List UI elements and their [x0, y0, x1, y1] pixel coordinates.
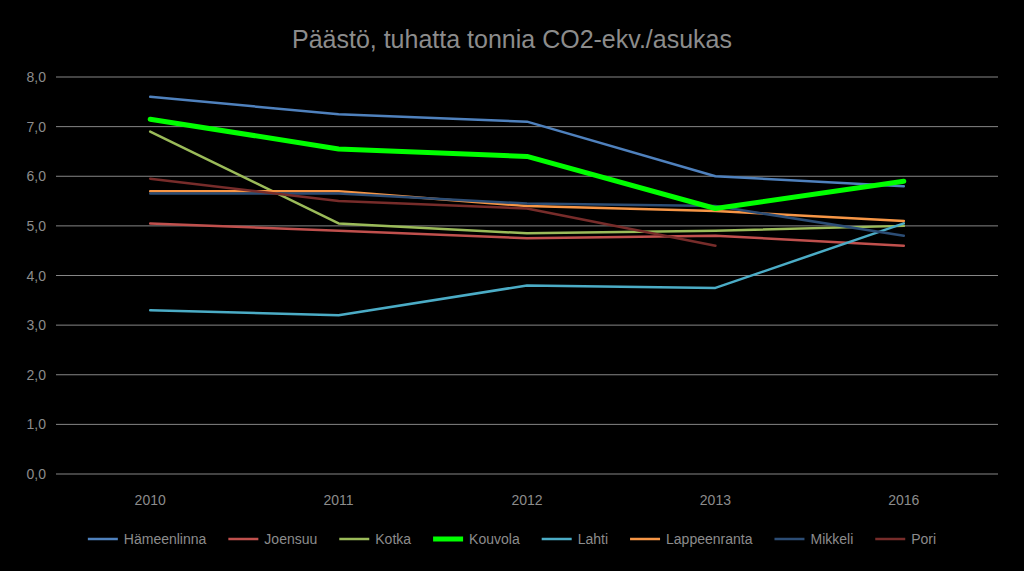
legend: Hämeenlinna Joensuu Kotka Kouvola Lahti Lappe… — [88, 531, 936, 547]
series-line — [150, 223, 904, 315]
legend-swatch — [433, 537, 463, 542]
title: Päästö, tuhatta tonnia CO2-ekv./asukas — [292, 25, 732, 53]
legend-swatch — [875, 538, 905, 541]
legend-label: Kotka — [375, 531, 411, 547]
grid-line — [56, 374, 998, 375]
x-tick-label: 2011 — [324, 492, 354, 508]
background — [0, 0, 1024, 571]
y-tick-label: 0,0 — [27, 466, 47, 482]
grid-line — [56, 275, 998, 276]
plot-area — [150, 97, 904, 315]
legend-swatch — [774, 538, 804, 541]
y-tick-label: 7,0 — [27, 119, 47, 135]
grid-line — [56, 77, 998, 78]
y-tick-label: 1,0 — [27, 416, 47, 432]
x-tick-label: 2012 — [511, 492, 542, 508]
grid-line — [56, 474, 998, 475]
legend-label: Mikkeli — [810, 531, 853, 547]
grid-line — [56, 176, 998, 177]
legend-label: Lappeenranta — [666, 531, 753, 547]
grid-line — [56, 325, 998, 326]
legend-swatch — [630, 538, 660, 541]
y-tick-label: 3,0 — [27, 317, 47, 333]
legend-swatch — [339, 538, 369, 541]
grid-line — [56, 424, 998, 425]
legend-label: Kouvola — [469, 531, 520, 547]
legend-label: Joensuu — [264, 531, 317, 547]
legend-label: Pori — [911, 531, 936, 547]
x-tick-label: 2013 — [700, 492, 731, 508]
y-tick-label: 2,0 — [27, 367, 47, 383]
chart: Päästö, tuhatta tonnia CO2-ekv./asukas 0,… — [0, 0, 1024, 571]
y-tick-label: 4,0 — [27, 268, 47, 284]
legend-swatch — [88, 538, 118, 541]
series-line — [150, 97, 904, 186]
y-tick-label: 8,0 — [27, 69, 47, 85]
x-tick-label: 2016 — [888, 492, 919, 508]
legend-swatch — [542, 538, 572, 541]
series-line — [150, 119, 904, 208]
series-line — [150, 179, 715, 246]
y-tick-label: 6,0 — [27, 168, 47, 184]
legend-label: Lahti — [578, 531, 608, 547]
x-tick-label: 2010 — [135, 492, 166, 508]
y-tick-label: 5,0 — [27, 218, 47, 234]
legend-label: Hämeenlinna — [124, 531, 207, 547]
legend-swatch — [228, 538, 258, 541]
